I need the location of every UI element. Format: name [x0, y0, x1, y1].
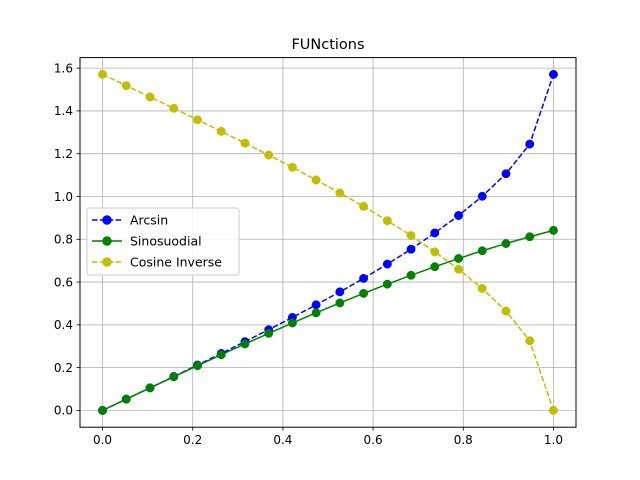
legend-label-0: Arcsin — [130, 213, 168, 228]
legend-marker-1 — [102, 236, 112, 246]
x-tick-label: 1.0 — [544, 433, 563, 447]
series-2-point — [121, 81, 131, 91]
series-0-point — [525, 139, 535, 149]
series-2-point — [430, 247, 440, 257]
legend-box — [86, 207, 240, 276]
series-2-point — [169, 103, 179, 113]
series-0-point — [477, 191, 487, 201]
x-axis: 0.0 0.2 0.4 0.6 0.8 1.0 — [93, 427, 563, 447]
x-tick-label: 0.0 — [93, 433, 112, 447]
series-1-point — [216, 350, 226, 360]
y-tick-label: 0.2 — [54, 361, 73, 375]
legend-label-2: Cosine Inverse — [130, 255, 222, 270]
series-0-point — [501, 169, 511, 179]
y-tick-label: 1.6 — [54, 61, 73, 75]
y-tick-label: 1.0 — [54, 190, 73, 204]
series-1-point — [121, 394, 131, 404]
series-1-point — [169, 372, 179, 382]
series-2-point — [406, 231, 416, 241]
series-1-point — [287, 318, 297, 328]
series-2-point — [335, 188, 345, 198]
series-1-point — [477, 246, 487, 256]
series-2-point — [98, 69, 107, 79]
series-0-point — [335, 287, 345, 297]
legend-marker-2 — [102, 257, 112, 267]
series-2-point — [216, 126, 226, 136]
series-0-point — [430, 228, 440, 238]
series-1-point — [406, 270, 416, 280]
series-1-point — [501, 239, 511, 248]
series-1-point — [359, 288, 369, 298]
series-2-point — [454, 264, 463, 274]
series-2-point — [311, 175, 321, 185]
legend: Arcsin Sinosuodial Cosine Inverse — [86, 207, 240, 276]
series-1-point — [240, 339, 250, 349]
y-tick-label: 0.4 — [54, 318, 73, 332]
chart-title: FUNctions — [291, 37, 364, 53]
series-2-point — [525, 336, 535, 346]
series-2-point — [145, 92, 155, 102]
series-1-point — [454, 254, 463, 263]
x-tick-label: 0.6 — [364, 433, 383, 447]
y-tick-label: 1.2 — [54, 147, 73, 161]
series-1-point — [98, 405, 107, 415]
series-2-point — [477, 284, 487, 293]
series-1-point — [549, 225, 558, 235]
series-2-point — [501, 306, 511, 316]
series-1-point — [382, 279, 392, 289]
series-2-point — [193, 115, 202, 125]
series-1-point — [430, 262, 440, 272]
y-tick-label: 0.0 — [54, 404, 73, 418]
series-1-point — [335, 298, 345, 308]
series-1-point — [264, 328, 274, 338]
series-2-point — [359, 201, 369, 211]
series-0-point — [311, 300, 321, 310]
y-axis: 0.0 0.2 0.4 0.6 0.8 1.0 1.2 1.4 1.6 — [54, 61, 80, 418]
series-0-point — [382, 259, 392, 269]
x-tick-label: 0.8 — [454, 433, 473, 447]
x-tick-label: 0.2 — [183, 433, 202, 447]
series-0-point — [454, 211, 463, 220]
series-2-point — [549, 405, 558, 415]
series-1-point — [525, 232, 535, 242]
series-0-point — [549, 69, 558, 79]
y-tick-label: 0.6 — [54, 275, 73, 289]
series-2-point — [382, 216, 392, 226]
series-2-point — [264, 150, 274, 160]
series-markers — [98, 69, 558, 415]
series-2-point — [287, 162, 297, 172]
y-tick-label: 1.4 — [54, 104, 73, 118]
series-0-point — [359, 273, 369, 283]
x-tick-label: 0.4 — [273, 433, 292, 447]
plot-frame — [79, 57, 577, 428]
series-1-point — [193, 361, 202, 371]
series-0-point — [406, 244, 416, 254]
series-1-point — [145, 383, 155, 393]
y-tick-label: 0.8 — [54, 233, 73, 247]
series-2-point — [240, 138, 250, 148]
series-1-point — [311, 308, 321, 318]
legend-marker-0 — [102, 215, 112, 225]
legend-label-1: Sinosuodial — [130, 234, 202, 249]
